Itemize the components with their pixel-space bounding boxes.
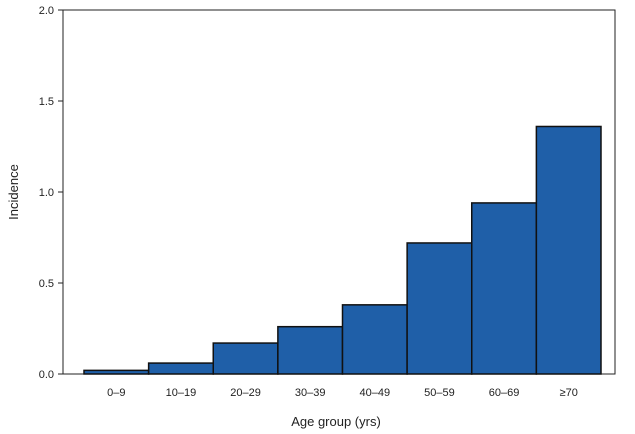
- x-tick-label: ≥70: [560, 387, 578, 399]
- x-axis-title: Age group (yrs): [291, 414, 381, 429]
- y-tick-label: 1.5: [39, 96, 54, 108]
- bar-2: [147, 362, 214, 375]
- y-tick-label: 1.0: [39, 187, 54, 199]
- y-axis: 0.0 0.5 1.0 1.5 2.0: [39, 5, 63, 381]
- x-tick-label: 30–39: [295, 387, 326, 399]
- x-tick-label: 60–69: [489, 387, 520, 399]
- bar-3: [212, 342, 279, 375]
- x-tick-label: 0–9: [107, 387, 125, 399]
- bar-7: [471, 202, 538, 375]
- y-axis-title: Incidence: [6, 164, 21, 220]
- bar-8: [535, 125, 602, 375]
- bar-6: [406, 242, 473, 375]
- x-tick-label: 10–19: [166, 387, 197, 399]
- bar-5: [341, 304, 408, 375]
- bars-group: [83, 125, 602, 375]
- y-tick-label: 0.0: [39, 369, 54, 381]
- x-axis: 0–9 10–19 20–29 30–39 40–49 50–59 60–69 ≥70: [107, 387, 578, 399]
- x-tick-label: 50–59: [424, 387, 455, 399]
- y-tick-label: 2.0: [39, 5, 54, 17]
- y-tick-label: 0.5: [39, 278, 54, 290]
- x-tick-label: 40–49: [360, 387, 391, 399]
- bar-1: [83, 369, 150, 375]
- x-tick-label: 20–29: [230, 387, 261, 399]
- bar-4: [277, 325, 344, 375]
